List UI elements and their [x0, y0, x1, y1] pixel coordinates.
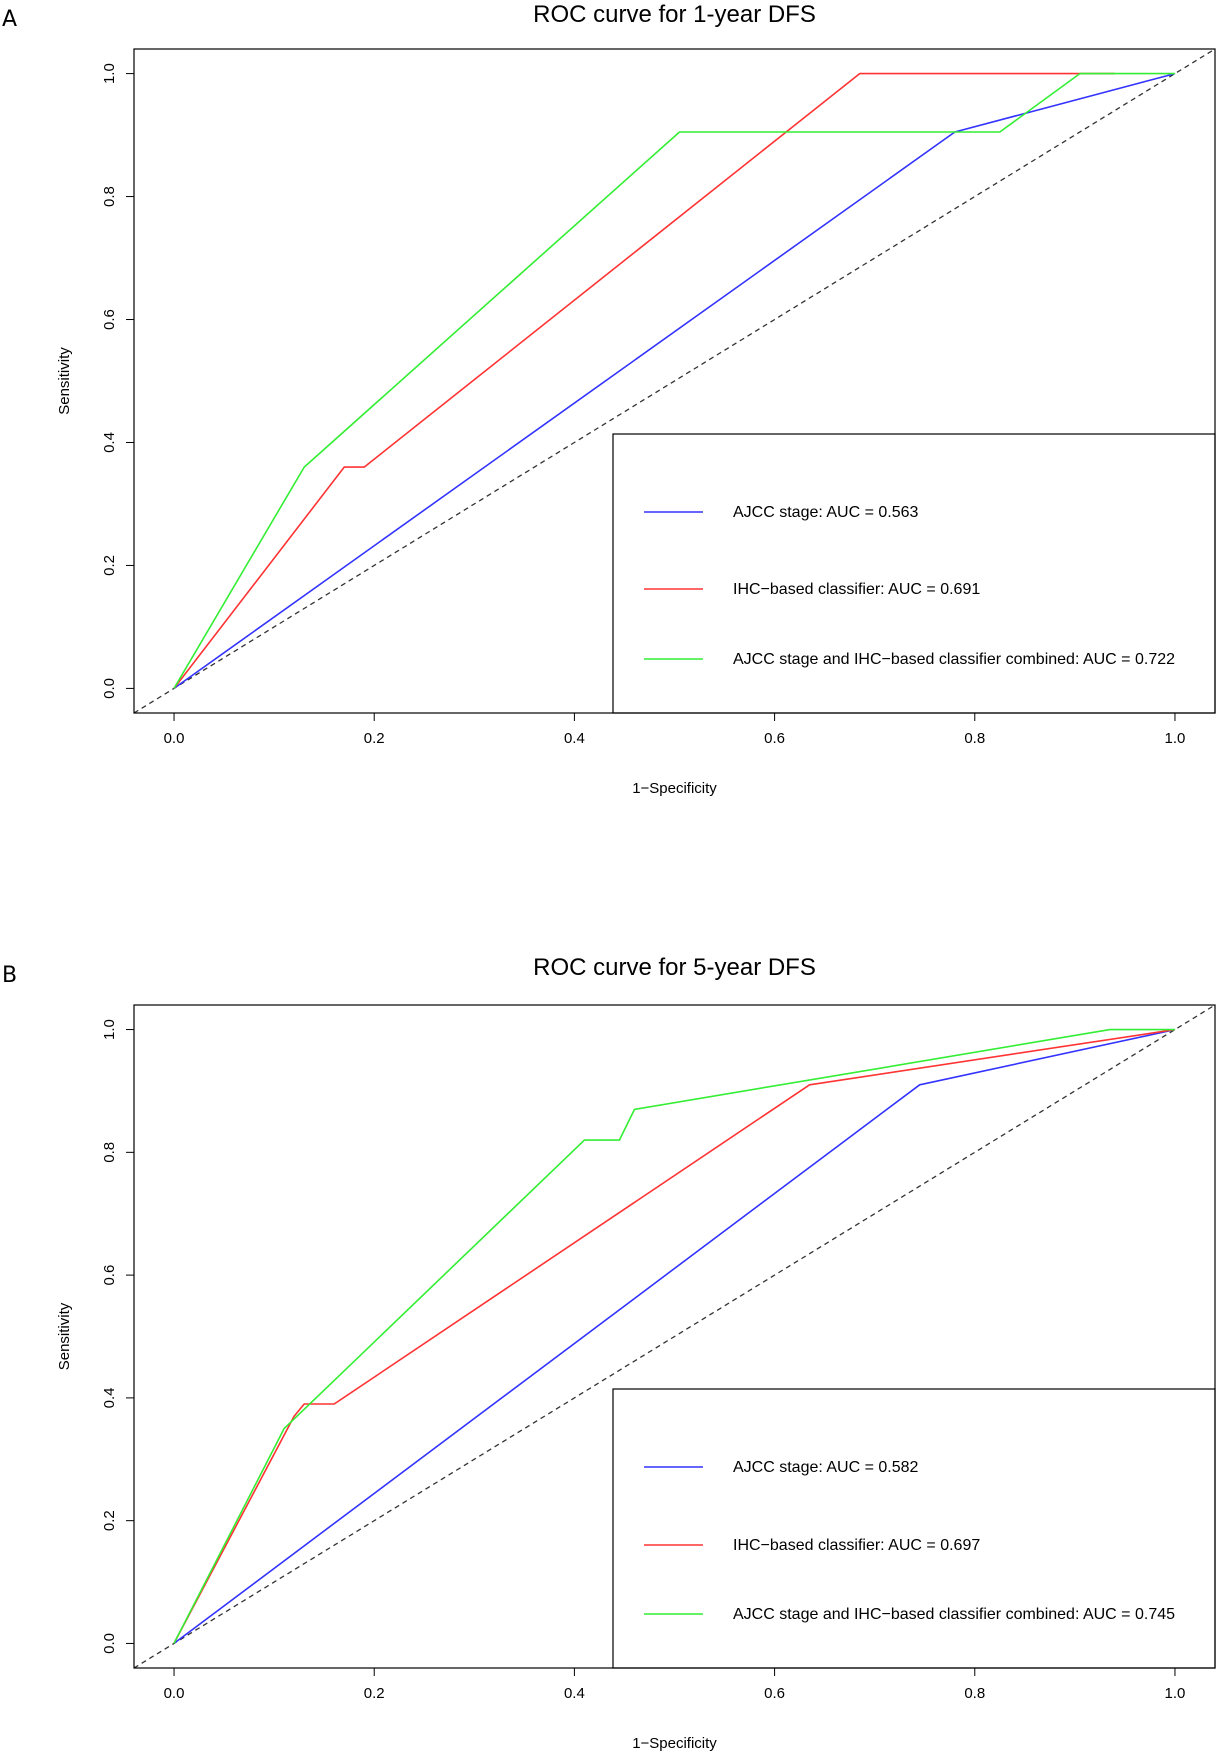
y-tick-label: 0.2	[101, 1510, 118, 1531]
y-tick-label: 0.6	[101, 1265, 118, 1286]
x-tick-label: 0.4	[564, 730, 585, 747]
series-line-2	[173, 72, 1115, 689]
series-line-3	[173, 1028, 1175, 1644]
x-tick-label: 0.2	[364, 730, 385, 747]
series-line-3	[173, 72, 1175, 689]
x-tick-label: 0.0	[164, 1685, 185, 1702]
x-axis-title: 1−Specificity	[632, 1735, 717, 1752]
x-tick-label: 0.8	[964, 730, 985, 747]
x-tick-label: 0.6	[764, 730, 785, 747]
panel-letter: A	[2, 7, 17, 32]
y-tick-label: 0.8	[101, 186, 118, 207]
y-tick-label: 1.0	[101, 1019, 118, 1040]
y-tick-label: 1.0	[101, 63, 118, 84]
legend-entry-3: AJCC stage and IHC−based classifier comb…	[733, 1606, 1175, 1623]
x-tick-label: 0.8	[964, 1685, 985, 1702]
x-tick-label: 1.0	[1165, 1685, 1186, 1702]
x-tick-label: 0.2	[364, 1685, 385, 1702]
chart-title: ROC curve for 1-year DFS	[533, 1, 816, 28]
y-tick-label: 0.4	[101, 432, 118, 453]
legend-entry-1: AJCC stage: AUC = 0.582	[733, 1459, 919, 1476]
legend-entry-2: IHC−based classifier: AUC = 0.691	[733, 581, 980, 598]
y-tick-label: 0.0	[101, 1633, 118, 1654]
x-tick-label: 0.6	[764, 1685, 785, 1702]
panel-b: B ROC curve for 5-year DFS AJCC stage: AUC…	[2, 954, 1216, 1752]
panel-a: A ROC curve for 1-year DFS AJCC stage: AUC…	[2, 1, 1216, 797]
y-axis-title: Sensitivity	[56, 347, 73, 415]
x-tick-label: 0.0	[164, 730, 185, 747]
y-tick-label: 0.4	[101, 1387, 118, 1408]
y-tick-label: 0.2	[101, 555, 118, 576]
y-tick-label: 0.8	[101, 1142, 118, 1163]
x-axis-title: 1−Specificity	[632, 780, 717, 797]
legend-box	[612, 433, 1216, 714]
reference-diagonal-line	[134, 1005, 1215, 1668]
reference-diagonal-line	[134, 49, 1215, 713]
legend-entry-2: IHC−based classifier: AUC = 0.697	[733, 1537, 980, 1554]
x-tick-label: 0.4	[564, 1685, 585, 1702]
legend-entry-3: AJCC stage and IHC−based classifier comb…	[733, 651, 1175, 668]
y-axis-title: Sensitivity	[56, 1302, 73, 1370]
series-line-2	[173, 1028, 1176, 1644]
y-tick-label: 0.0	[101, 678, 118, 699]
panel-letter: B	[2, 963, 17, 988]
chart-title: ROC curve for 5-year DFS	[533, 954, 816, 981]
y-tick-label: 0.6	[101, 309, 118, 330]
legend-entry-1: AJCC stage: AUC = 0.563	[733, 504, 919, 521]
legend-box	[612, 1388, 1216, 1669]
series-line-1	[173, 1028, 1176, 1645]
x-tick-label: 1.0	[1165, 730, 1186, 747]
